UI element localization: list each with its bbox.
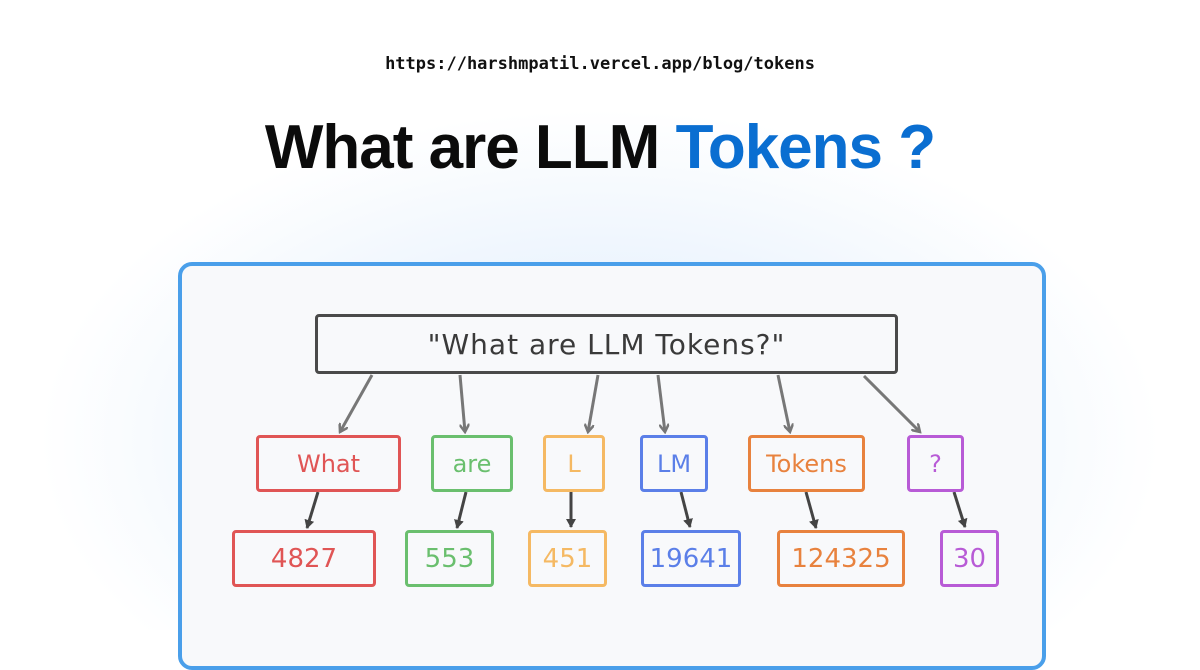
arrows-layer <box>304 374 968 529</box>
token-box-0: What <box>256 435 401 492</box>
token-id-box-0: 4827 <box>232 530 376 587</box>
id-arrow-4 <box>804 491 819 529</box>
title-highlight: Tokens ? <box>675 113 937 182</box>
id-arrow-5 <box>952 491 968 528</box>
token-box-2: L <box>543 435 605 492</box>
token-box-4: Tokens <box>748 435 865 492</box>
token-id-box-2: 451 <box>528 530 607 587</box>
blog-url: https://harshmpatil.vercel.app/blog/toke… <box>385 54 815 74</box>
split-arrow-1 <box>458 374 465 432</box>
title-main: What are LLM <box>264 113 660 182</box>
token-box-3: LM <box>640 435 708 492</box>
page-title: What are LLM Tokens ? <box>0 112 1200 183</box>
token-id-box-1: 553 <box>405 530 494 587</box>
token-id-box-5: 30 <box>940 530 999 587</box>
token-id-box-4: 124325 <box>777 530 905 587</box>
id-arrow-1 <box>454 491 468 529</box>
root-sentence-box: "What are LLM Tokens?" <box>315 314 898 374</box>
id-arrow-0 <box>304 491 320 529</box>
token-box-1: are <box>431 435 513 492</box>
diagram-card <box>178 262 1046 670</box>
split-arrow-3 <box>656 374 665 432</box>
id-arrow-3 <box>679 491 693 528</box>
token-id-box-3: 19641 <box>641 530 741 587</box>
split-arrow-0 <box>340 374 374 432</box>
split-arrow-4 <box>776 374 790 432</box>
split-arrow-5 <box>862 374 920 432</box>
split-arrow-2 <box>588 374 600 432</box>
token-box-5: ? <box>907 435 964 492</box>
